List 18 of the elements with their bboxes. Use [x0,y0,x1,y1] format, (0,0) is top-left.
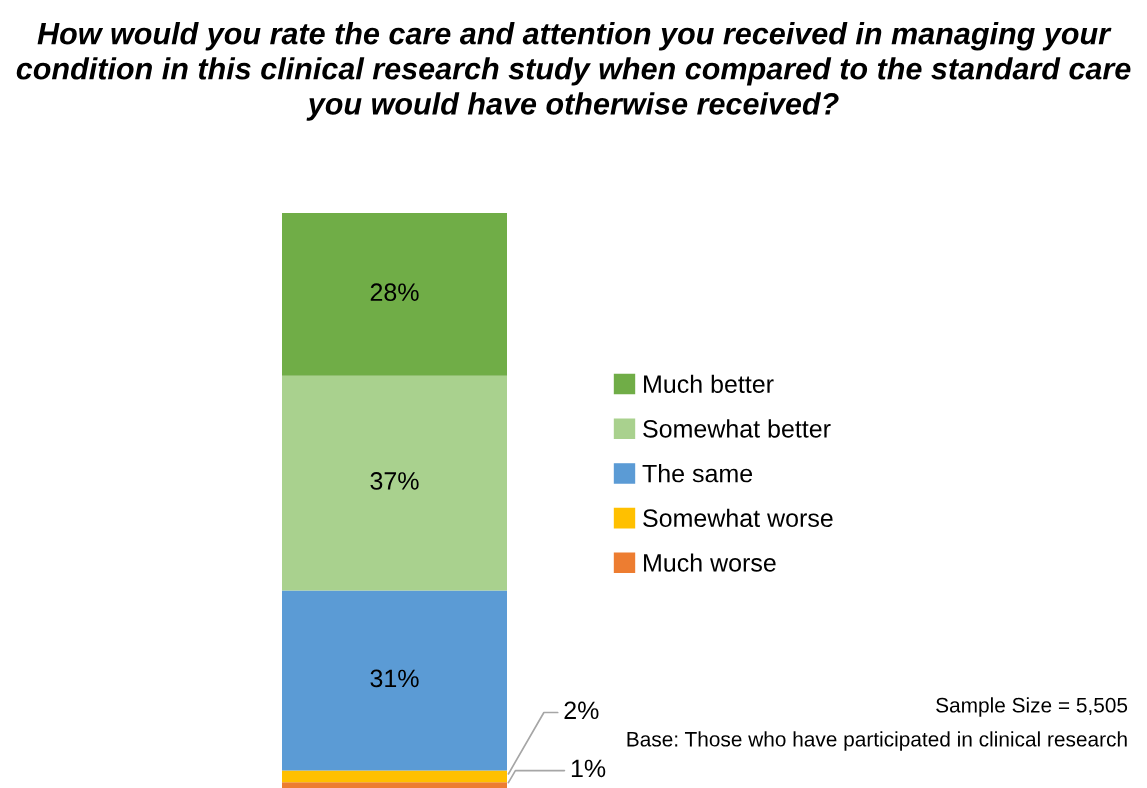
bar [282,782,507,788]
legend-label: Much better [644,374,774,393]
data-label: 28% [370,283,419,302]
bar [282,213,507,376]
legend-label: Much worse [644,553,776,572]
bar [282,770,507,783]
data-label: 37% [370,472,419,490]
text: Base: Those who have participated in clinical research [627,731,1127,751]
legend-label: The same [642,464,753,483]
text: Sample Size = 5,505 [936,697,1128,717]
text: How would you rate the care and attention you received in managing your condition in this clinical research study when compared to the standard care you would have otherwise received? [16,22,1131,121]
bar [282,375,507,591]
legend-label: Somewhat worse [643,508,833,528]
bar [282,590,507,771]
legend-label: Somewhat better [643,419,831,438]
data-label: 2% [564,701,599,720]
data-label: 31% [370,669,419,688]
data-label: 1% [571,759,606,778]
